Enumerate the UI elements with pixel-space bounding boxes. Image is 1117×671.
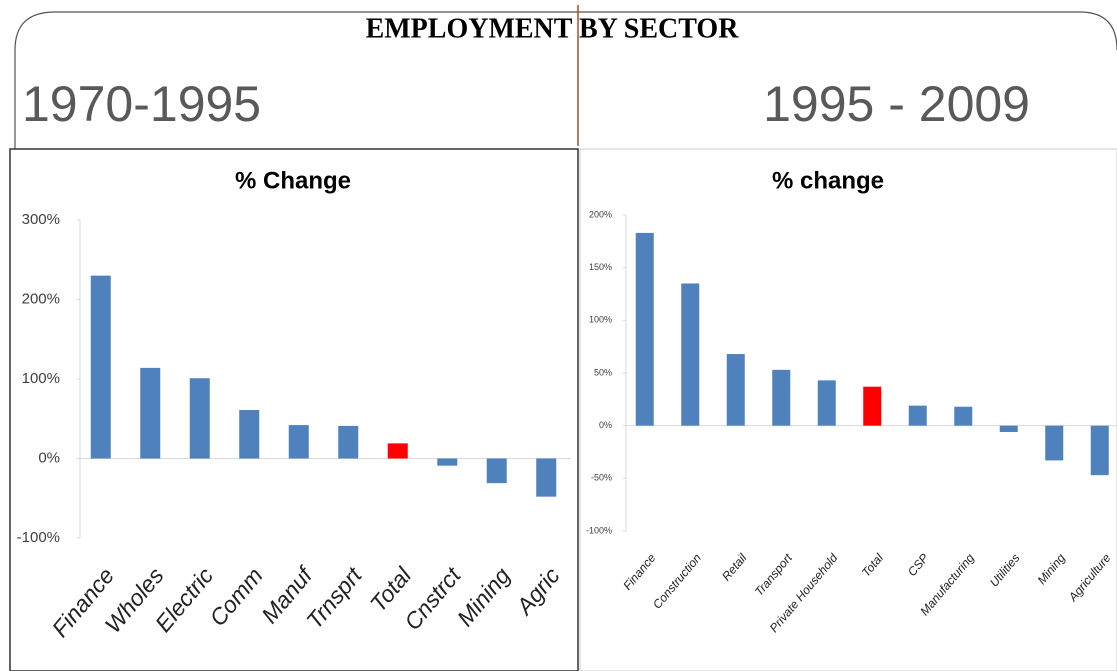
slide-frame	[14, 11, 1117, 150]
bar	[817, 380, 836, 426]
bar	[908, 405, 927, 426]
bar	[726, 354, 745, 426]
bar	[288, 425, 309, 459]
y-tick-label: 200%	[22, 290, 60, 307]
bar	[1045, 425, 1064, 461]
y-tick-label: 50%	[594, 367, 612, 377]
chart-panel	[579, 148, 1117, 671]
y-tick-label: -50%	[591, 473, 612, 483]
y-tick-label: -100%	[17, 529, 60, 546]
y-tick-label: 0%	[599, 420, 612, 430]
period-label: 1970-1995	[22, 76, 261, 132]
bar	[140, 367, 161, 459]
y-tick-label: 100%	[22, 370, 60, 387]
bar	[681, 283, 700, 426]
y-tick-label: 150%	[589, 262, 612, 272]
bar	[486, 458, 507, 484]
bar	[387, 443, 408, 459]
y-tick-label: 0%	[38, 449, 60, 466]
chart-title: % Change	[235, 167, 351, 194]
y-tick-label: 100%	[589, 315, 612, 325]
bar	[90, 275, 111, 459]
bar	[954, 406, 973, 426]
y-tick-label: -100%	[586, 525, 612, 535]
chart-title: % change	[772, 167, 884, 194]
bar	[239, 410, 260, 459]
y-tick-label: 300%	[22, 211, 60, 228]
y-tick-label: 200%	[589, 209, 612, 219]
bar	[999, 425, 1018, 432]
bar	[338, 425, 359, 459]
bar	[189, 378, 210, 459]
period-label: 1995 - 2009	[763, 76, 1030, 132]
bar	[772, 369, 791, 426]
bar	[437, 458, 458, 466]
slide-title: EMPLOYMENT BY SECTOR	[366, 13, 740, 44]
bar	[863, 386, 882, 426]
bar	[536, 458, 557, 497]
bar	[1090, 425, 1109, 476]
bar	[635, 232, 654, 426]
